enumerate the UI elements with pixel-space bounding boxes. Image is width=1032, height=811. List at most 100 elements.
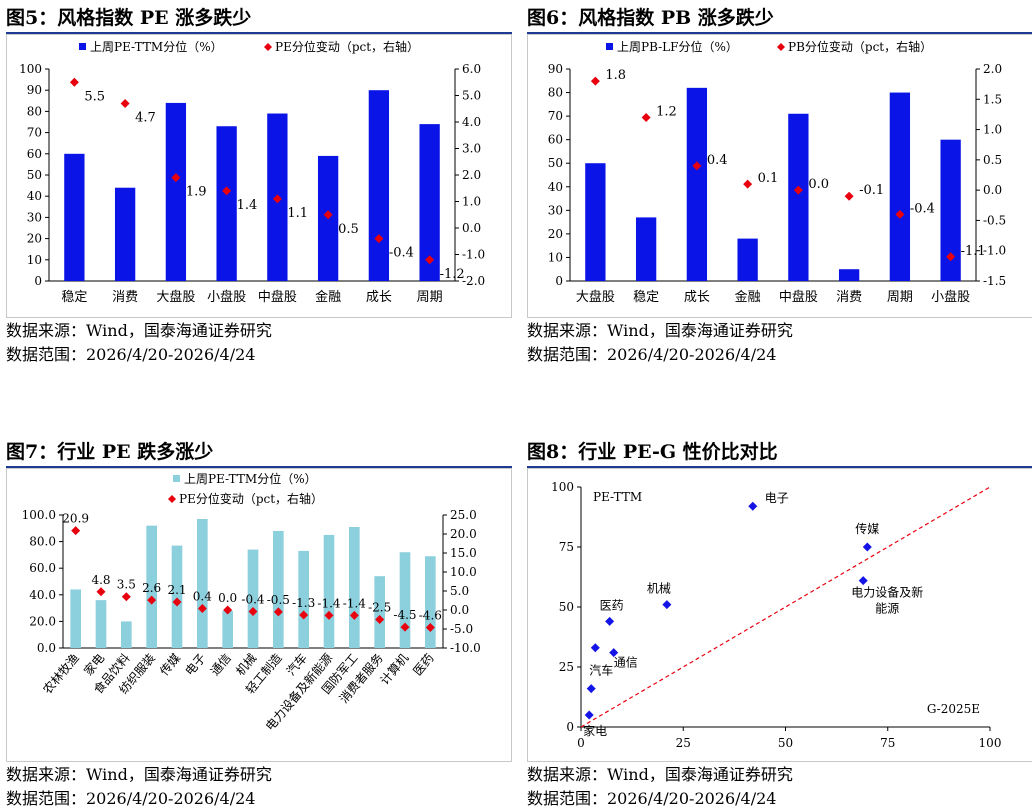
y-tick-label-right: -10.0 — [450, 641, 481, 655]
marker-data-label: -1.4 — [343, 596, 367, 610]
scatter-point — [858, 576, 868, 586]
figure-8-panel: 图8：行业 PE-G 性价比对比 0 25 50 75 100 0 25 50 75 100 PE-… — [527, 438, 1032, 808]
x-category-label: 传媒 — [156, 650, 183, 678]
scatter-point — [605, 616, 615, 626]
y-tick-label-right: 15.0 — [450, 546, 477, 560]
marker-data-label: -0.4 — [241, 593, 265, 607]
x-category-label: 小盘股 — [931, 289, 970, 305]
y-tick-label-left: 10 — [548, 250, 563, 264]
figure-7-chart: 上周PE-TTM分位（%） PE分位变动（pct，右轴） 0.0 20.0 40.0 60… — [22, 471, 481, 733]
bar — [273, 530, 284, 648]
x-category-label: 稳定 — [633, 289, 659, 305]
x-category-label: 小盘股 — [207, 289, 246, 305]
marker-data-label: 0.5 — [338, 222, 359, 237]
x-category-label: 计算机 — [377, 650, 412, 687]
marker-data-label: -1.2 — [440, 267, 465, 282]
bar — [349, 526, 360, 648]
y-tick-label-right: 0.0 — [450, 603, 469, 617]
bar — [70, 589, 81, 648]
scatter-point-label: 传媒 — [855, 521, 879, 536]
marker-data-label: 1.4 — [237, 198, 258, 213]
figure-5-source: 数据来源：Wind，国泰海通证券研究 — [6, 321, 272, 340]
bar — [788, 113, 809, 281]
y-tick-label-right: 5.0 — [450, 584, 469, 598]
y-tick-label: 75 — [559, 540, 574, 554]
scatter-point-label: 家电 — [583, 723, 607, 738]
figure-8-frame: 0 25 50 75 100 0 25 50 75 100 PE-TTM G-2025E 电子 传媒 电力设… — [527, 468, 1032, 762]
marker-point — [349, 610, 359, 620]
marker-data-label: 5.5 — [84, 89, 105, 104]
legend-bar-label: 上周PE-TTM分位（%） — [90, 39, 223, 54]
scatter-point — [586, 684, 596, 694]
x-category-label: 金融 — [315, 289, 341, 305]
y-tick-label-right: 1.5 — [983, 92, 1002, 106]
y-tick-label-left: 0 — [555, 274, 563, 288]
y-tick-label-left: 40 — [548, 180, 563, 194]
x-category-label: 消费 — [112, 290, 138, 305]
x-category-label: 成长 — [684, 290, 710, 305]
marker-point — [171, 173, 181, 183]
x-category-label: 金融 — [735, 289, 761, 305]
marker-point — [844, 191, 854, 201]
x-category-label: 医药 — [410, 651, 436, 678]
y-tick-label-left: 50 — [27, 168, 42, 182]
marker-data-label: 1.9 — [186, 185, 207, 200]
bar — [171, 545, 183, 648]
y-tick-label-right: 0.0 — [983, 183, 1002, 197]
x-tick-label: 25 — [676, 736, 691, 750]
marker-data-label: -0.4 — [910, 201, 935, 216]
bar — [838, 269, 860, 281]
bar — [425, 556, 436, 648]
figure-7-source: 数据来源：Wind，国泰海通证券研究 — [6, 765, 272, 784]
figure-8-source: 数据来源：Wind，国泰海通证券研究 — [527, 765, 793, 784]
legend-marker-label: PE分位变动（pct，右轴） — [275, 39, 419, 54]
figure-8-chart: 0 25 50 75 100 0 25 50 75 100 PE-TTM G-2025E 电子传媒电力设… — [551, 480, 1002, 750]
y-tick-label-right: 0.5 — [983, 153, 1002, 167]
x-axis-title: G-2025E — [927, 702, 980, 716]
y-tick-label-left: 60 — [27, 147, 42, 161]
y-tick-label-right: 20.0 — [450, 527, 477, 541]
y-tick-label-left: 60.0 — [29, 561, 56, 575]
y-tick-label-right: 2.0 — [462, 168, 481, 182]
x-category-label: 中盘股 — [258, 289, 297, 305]
marker-point — [692, 161, 702, 171]
x-category-label: 中盘股 — [779, 289, 818, 305]
y-tick-label-left: 40 — [27, 189, 42, 203]
marker-point — [147, 595, 157, 605]
legend-marker-swatch — [168, 495, 176, 503]
bar — [323, 534, 335, 648]
y-tick-label-left: 80 — [548, 86, 563, 100]
figure-5-panel: 图5：风格指数 PE 涨多跌少 上周PE-TTM分位（%） PE分位变动（pct，… — [6, 4, 512, 370]
marker-data-label: 0.1 — [758, 171, 779, 186]
x-category-label: 通信 — [208, 651, 234, 678]
y-tick-label-left: 0.0 — [37, 641, 56, 655]
scatter-point-label: 医药 — [600, 598, 624, 612]
marker-point — [272, 194, 282, 204]
marker-point — [323, 210, 333, 220]
bar — [64, 153, 85, 281]
y-tick-label-left: 60 — [548, 133, 563, 147]
marker-point — [793, 185, 803, 195]
figure-5-frame: 上周PE-TTM分位（%） PE分位变动（pct，右轴） 0 10 20 30 40 50 60… — [6, 34, 512, 318]
marker-point — [120, 98, 130, 108]
y-tick-label-left: 90 — [548, 62, 563, 76]
marker-data-label: 0.4 — [193, 589, 212, 603]
marker-point — [172, 597, 182, 607]
y-tick-label-right: -1.0 — [462, 248, 485, 262]
y-tick-label: 100 — [551, 480, 574, 494]
marker-data-label: -4.5 — [393, 608, 416, 622]
figure-8-title: 图8：行业 PE-G 性价比对比 — [527, 438, 1032, 468]
bar — [146, 525, 157, 648]
y-tick-label-right: -1.5 — [983, 274, 1006, 288]
x-category-label: 电子 — [182, 651, 208, 678]
bar — [222, 610, 233, 648]
y-tick-label-right: 1.0 — [462, 195, 481, 209]
bar — [635, 217, 657, 281]
bar — [247, 549, 259, 648]
marker-point — [197, 603, 207, 613]
figure-6-frame: 上周PB-LF分位（%） PB分位变动（pct，右轴） 0 10 20 30 40 50 60 7… — [527, 34, 1032, 318]
scatter-point-label: 机械 — [647, 581, 671, 596]
legend-marker-swatch — [264, 43, 272, 51]
x-tick-label: 100 — [979, 736, 1002, 750]
y-tick-label-left: 70 — [27, 126, 42, 140]
